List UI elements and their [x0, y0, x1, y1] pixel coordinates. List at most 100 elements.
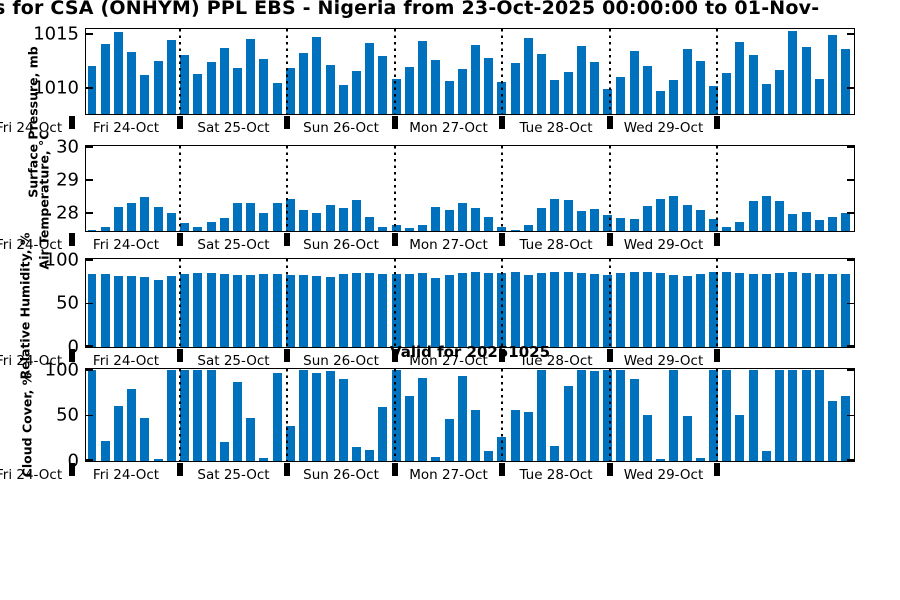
- x-tick-label: Sat 25-Oct: [197, 237, 270, 253]
- bar: [259, 273, 269, 347]
- bar: [365, 450, 375, 461]
- x-tick-label: Wed 29-Oct: [623, 120, 704, 136]
- bar: [312, 36, 322, 114]
- bar: [232, 67, 242, 114]
- bar: [656, 273, 666, 347]
- bar: [457, 68, 467, 114]
- major-tick-mark: [177, 349, 183, 362]
- day-boundary-gridline: [501, 29, 503, 114]
- bar: [444, 210, 454, 231]
- bar: [351, 447, 361, 461]
- bar: [642, 206, 652, 231]
- y-tick-mark: [847, 33, 854, 35]
- bar: [166, 39, 176, 114]
- x-tick-label: Sat 25-Oct: [197, 467, 270, 483]
- bar: [735, 414, 745, 461]
- x-tick-label: Mon 27-Oct: [409, 120, 488, 136]
- major-tick-mark: [714, 116, 720, 129]
- bar: [325, 277, 335, 347]
- bar: [365, 273, 375, 347]
- day-boundary-gridline: [501, 146, 503, 231]
- y-tick-mark: [847, 146, 854, 148]
- major-tick-mark: [284, 349, 290, 362]
- day-boundary-gridline: [716, 146, 718, 231]
- bar: [285, 425, 295, 461]
- bar: [563, 272, 573, 347]
- bar: [695, 210, 705, 231]
- bar: [193, 370, 203, 461]
- y-tick-label: 29: [56, 169, 79, 191]
- bar: [457, 273, 467, 347]
- bar: [523, 274, 533, 347]
- bar: [113, 206, 123, 231]
- bar: [576, 370, 586, 461]
- bar: [113, 275, 123, 347]
- bar: [590, 273, 599, 347]
- bar: [537, 273, 547, 347]
- bar: [140, 75, 150, 114]
- bar: [338, 84, 348, 114]
- bar: [669, 79, 679, 114]
- bar: [682, 49, 692, 114]
- bar: [709, 86, 718, 114]
- bar: [219, 273, 229, 347]
- day-boundary-gridline: [286, 369, 288, 461]
- bar: [232, 203, 242, 231]
- bar: [325, 370, 335, 461]
- bar: [272, 372, 282, 461]
- bar: [841, 395, 851, 461]
- bar: [629, 379, 639, 461]
- x-tick-label: Sat 25-Oct: [197, 120, 270, 136]
- bar: [285, 67, 295, 114]
- y-tick-label: 1015: [33, 23, 79, 45]
- bar: [378, 226, 388, 231]
- bar: [642, 414, 652, 461]
- bar: [709, 370, 718, 461]
- bar: [391, 273, 401, 347]
- x-tick-label: Wed 29-Oct: [623, 467, 704, 483]
- y-tick-mark: [86, 414, 93, 417]
- bar: [100, 44, 110, 114]
- bar: [166, 275, 176, 347]
- bar: [272, 82, 282, 114]
- y-tick-mark: [847, 414, 854, 417]
- day-boundary-gridline: [501, 369, 503, 461]
- day-boundary-gridline: [609, 369, 611, 461]
- bar: [471, 45, 480, 114]
- day-boundary-gridline: [394, 259, 396, 347]
- bar: [418, 225, 428, 231]
- bar: [537, 53, 547, 114]
- bar: [576, 273, 586, 347]
- y-tick-mark: [86, 259, 93, 261]
- bar: [814, 273, 824, 347]
- x-tick-label: Mon 27-Oct: [409, 237, 488, 253]
- y-tick-label: 28: [56, 202, 79, 224]
- bar: [484, 58, 494, 114]
- major-tick-mark: [284, 233, 290, 246]
- major-tick-mark: [714, 349, 720, 362]
- bar: [828, 273, 838, 347]
- bar: [404, 396, 414, 461]
- bar: [523, 225, 533, 231]
- bar: [180, 273, 190, 347]
- bar: [431, 206, 441, 231]
- bar: [338, 273, 348, 347]
- bar: [775, 370, 785, 461]
- bar: [259, 59, 269, 114]
- y-tick-mark: [847, 259, 854, 261]
- x-tick-label-clipped: Fri 24-Oct: [0, 120, 63, 136]
- bar: [629, 272, 639, 347]
- major-tick-mark: [499, 116, 505, 129]
- x-tick-label: Sat 25-Oct: [197, 353, 270, 369]
- bar: [259, 213, 269, 231]
- bar: [285, 274, 295, 347]
- day-boundary-gridline: [286, 259, 288, 347]
- bar: [722, 272, 732, 347]
- x-tick-label: Fri 24-Oct: [92, 120, 160, 136]
- bar: [365, 42, 375, 114]
- bar: [788, 370, 798, 461]
- major-tick-mark: [714, 463, 720, 476]
- bar: [550, 272, 560, 347]
- bar: [166, 370, 176, 461]
- major-tick-mark: [607, 233, 613, 246]
